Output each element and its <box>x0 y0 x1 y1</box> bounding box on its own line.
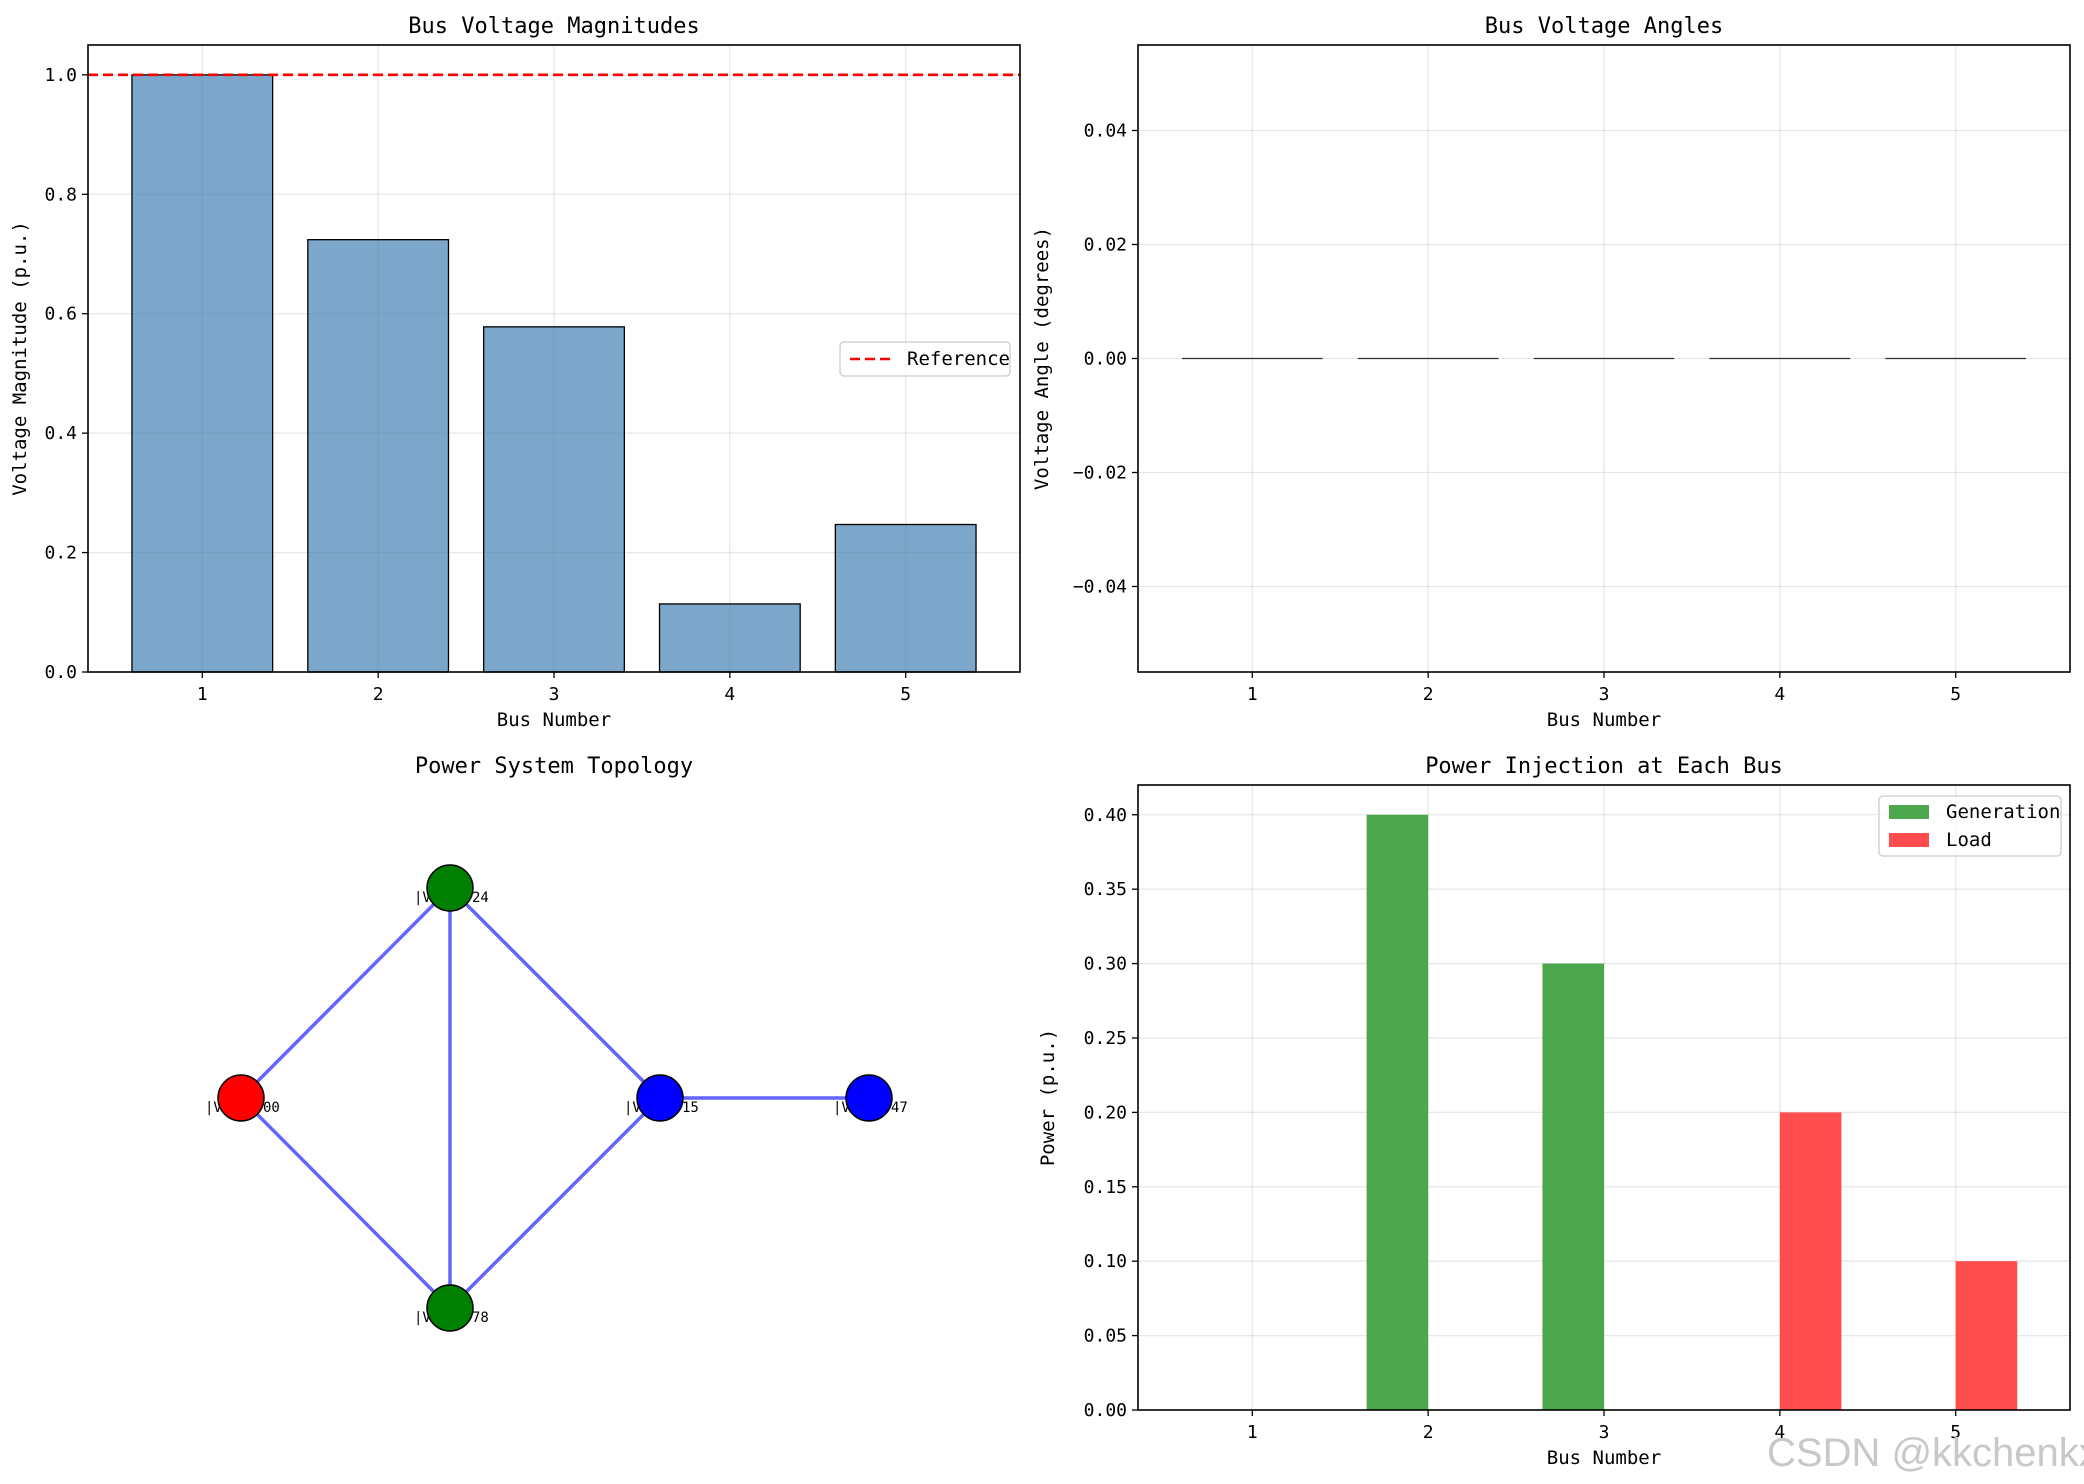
y-tick-label: 0.2 <box>44 543 77 564</box>
legend-generation-swatch <box>1889 805 1929 819</box>
y-tick-label: 0.00 <box>1084 1400 1127 1421</box>
legend: Generation Load <box>1878 795 2062 857</box>
y-tick-label: 0.4 <box>44 423 77 444</box>
node-bus-2 <box>426 864 474 912</box>
y-tick-label: 0.0 <box>44 662 77 683</box>
chart-title: Power System Topology <box>415 754 693 779</box>
y-tick-label: −0.04 <box>1073 577 1127 598</box>
y-axis-label: Voltage Angle (degrees) <box>1031 227 1053 490</box>
bar-bus-3 <box>483 326 625 673</box>
node-label-right-bus-4: 15 <box>682 1100 699 1116</box>
y-tick-label: 0.25 <box>1084 1028 1127 1049</box>
y-tick-label: 0.04 <box>1084 121 1127 142</box>
x-tick-label: 2 <box>1423 684 1434 705</box>
x-tick-label: 5 <box>1950 684 1961 705</box>
legend-reference-label: Reference <box>907 348 1010 370</box>
x-tick-label: 5 <box>1950 1422 1961 1443</box>
x-tick-label: 4 <box>1774 1422 1785 1443</box>
y-tick-label: 0.6 <box>44 304 77 325</box>
node-bus-1 <box>217 1074 265 1122</box>
y-tick-label: 0.10 <box>1084 1251 1127 1272</box>
x-tick-label: 1 <box>1247 1422 1258 1443</box>
y-tick-label: 0.30 <box>1084 954 1127 975</box>
x-tick-label: 5 <box>900 684 911 705</box>
x-tick-label: 4 <box>1774 684 1785 705</box>
angles-chart: 1 2 3 4 5 −0.04 −0.02 0.00 0.02 0.04 Bus Voltage A… <box>1031 14 2071 731</box>
node-label-right-bus-5: 47 <box>891 1100 908 1116</box>
edge-bus-1-3 <box>239 1096 452 1310</box>
watermark: CSDN @kkchenkx <box>1767 1431 2084 1475</box>
bar-bus-5 <box>834 523 977 673</box>
y-tick-label: 0.8 <box>44 184 77 205</box>
x-tick-label: 2 <box>373 684 384 705</box>
bar-load-bus-5 <box>1955 1261 2018 1410</box>
legend: Reference <box>839 341 1011 377</box>
bar-load-bus-4 <box>1779 1112 1842 1410</box>
legend-load-label: Load <box>1946 829 1992 851</box>
y-tick-label: 0.20 <box>1084 1102 1127 1123</box>
y-axis-label: Power (p.u.) <box>1037 1029 1059 1166</box>
bar-bus-2 <box>307 239 450 673</box>
y-tick-label: 0.00 <box>1084 349 1127 370</box>
magnitudes-chart: 1 2 3 4 5 0.0 0.2 0.4 0.6 0.8 1.0 Bus Voltage Magni… <box>9 14 1021 731</box>
bar-bus-1 <box>131 74 274 673</box>
bar-generation-bus-3 <box>1542 963 1604 1410</box>
y-tick-label: 0.02 <box>1084 235 1127 256</box>
injection-chart: 1 2 3 4 5 0.00 0.05 0.10 0.15 0.20 0.25 0.30 0.35 0.4… <box>1037 754 2071 1469</box>
edge-bus-3-4 <box>448 1096 662 1310</box>
x-tick-label: 1 <box>197 684 208 705</box>
y-tick-label: 0.40 <box>1084 805 1127 826</box>
edge-bus-1-2 <box>239 886 452 1100</box>
x-tick-label: 2 <box>1423 1422 1434 1443</box>
y-tick-label: 0.05 <box>1084 1326 1127 1347</box>
chart-title: Bus Voltage Magnitudes <box>408 14 699 39</box>
y-tick-label: 0.15 <box>1084 1177 1127 1198</box>
node-bus-4 <box>636 1074 684 1122</box>
x-axis-label: Bus Number <box>497 709 611 731</box>
x-axis-label: Bus Number <box>1547 709 1661 731</box>
x-tick-label: 3 <box>1599 684 1610 705</box>
topology-chart: Power System Topology|V 00|V 24|V 78|V 15 |V 4… <box>205 754 908 1332</box>
y-tick-label: −0.02 <box>1073 463 1127 484</box>
x-axis-label: Bus Number <box>1547 1447 1661 1469</box>
bar-generation-bus-2 <box>1366 814 1429 1410</box>
y-tick-label: 1.0 <box>44 65 77 86</box>
y-axis-label: Voltage Magnitude (p.u.) <box>9 221 31 496</box>
node-bus-5 <box>845 1074 893 1122</box>
legend-box <box>839 341 1011 377</box>
node-bus-3 <box>426 1284 474 1332</box>
x-tick-label: 3 <box>1599 1422 1610 1443</box>
node-label-right-bus-3: 78 <box>472 1310 489 1326</box>
x-tick-label: 4 <box>724 684 735 705</box>
edge-bus-2-4 <box>448 886 662 1100</box>
node-label-right-bus-1: 00 <box>263 1100 280 1116</box>
x-tick-label: 3 <box>549 684 560 705</box>
y-tick-label: 0.35 <box>1084 879 1127 900</box>
legend-load-swatch <box>1889 833 1929 847</box>
bar-bus-4 <box>658 603 801 673</box>
legend-generation-label: Generation <box>1946 801 2060 823</box>
x-tick-label: 1 <box>1247 684 1258 705</box>
chart-title: Bus Voltage Angles <box>1485 14 1723 39</box>
node-label-right-bus-2: 24 <box>472 890 489 906</box>
chart-title: Power Injection at Each Bus <box>1425 754 1783 779</box>
